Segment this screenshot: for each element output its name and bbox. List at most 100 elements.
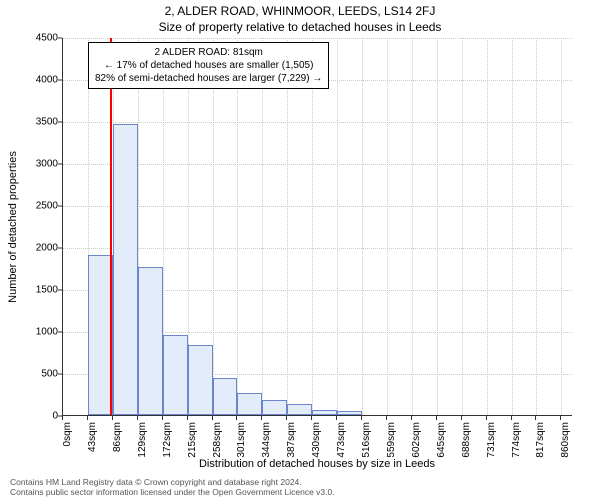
annotation-line1: 2 ALDER ROAD: 81sqm [95, 46, 322, 59]
histogram-bar [188, 345, 213, 415]
y-tick-mark [58, 290, 62, 291]
x-tick-label: 86sqm [112, 422, 123, 462]
plot-area [62, 38, 572, 416]
x-tick-mark [212, 416, 213, 420]
footer-attribution: Contains HM Land Registry data © Crown c… [10, 478, 335, 498]
histogram-bar [312, 410, 337, 415]
annotation-line3: 82% of semi-detached houses are larger (… [95, 72, 322, 85]
gridline-v [213, 38, 214, 415]
y-tick-mark [58, 374, 62, 375]
property-marker-line [110, 38, 112, 415]
x-tick-label: 129sqm [137, 422, 148, 462]
gridline-v [262, 38, 263, 415]
gridline-v [487, 38, 488, 415]
footer-line2: Contains public sector information licen… [10, 488, 335, 498]
gridline-v [512, 38, 513, 415]
x-tick-label: 731sqm [486, 422, 497, 462]
x-tick-label: 559sqm [386, 422, 397, 462]
y-tick-mark [58, 164, 62, 165]
histogram-bar [287, 404, 312, 415]
x-tick-mark [286, 416, 287, 420]
histogram-bar [337, 411, 362, 415]
y-tick-mark [58, 80, 62, 81]
x-tick-label: 301sqm [236, 422, 247, 462]
x-tick-mark [162, 416, 163, 420]
x-tick-mark [386, 416, 387, 420]
x-tick-label: 860sqm [560, 422, 571, 462]
gridline-v [387, 38, 388, 415]
histogram-bar [113, 124, 138, 415]
y-tick-label: 0 [22, 411, 58, 422]
gridline-h [63, 248, 572, 249]
x-tick-label: 602sqm [411, 422, 422, 462]
gridline-h [63, 122, 572, 123]
x-tick-mark [62, 416, 63, 420]
x-tick-label: 516sqm [361, 422, 372, 462]
y-tick-mark [58, 206, 62, 207]
histogram-bar [213, 378, 238, 415]
x-tick-mark [137, 416, 138, 420]
y-tick-label: 3000 [22, 159, 58, 170]
annotation-box: 2 ALDER ROAD: 81sqm ← 17% of detached ho… [88, 42, 329, 89]
y-tick-mark [58, 248, 62, 249]
x-tick-label: 344sqm [261, 422, 272, 462]
y-tick-label: 2500 [22, 201, 58, 212]
gridline-h [63, 38, 572, 39]
x-tick-mark [87, 416, 88, 420]
gridline-v [337, 38, 338, 415]
x-tick-label: 215sqm [187, 422, 198, 462]
x-tick-mark [236, 416, 237, 420]
y-tick-label: 1000 [22, 327, 58, 338]
annotation-line2: ← 17% of detached houses are smaller (1,… [95, 59, 322, 72]
y-tick-label: 3500 [22, 117, 58, 128]
gridline-v [412, 38, 413, 415]
x-tick-label: 688sqm [461, 422, 472, 462]
x-tick-mark [535, 416, 536, 420]
chart-title-line1: 2, ALDER ROAD, WHINMOOR, LEEDS, LS14 2FJ [0, 4, 600, 18]
x-tick-mark [511, 416, 512, 420]
y-tick-label: 4000 [22, 75, 58, 86]
gridline-h [63, 206, 572, 207]
x-tick-label: 43sqm [87, 422, 98, 462]
x-tick-mark [261, 416, 262, 420]
x-tick-label: 473sqm [336, 422, 347, 462]
x-tick-mark [112, 416, 113, 420]
gridline-h [63, 164, 572, 165]
x-tick-label: 172sqm [162, 422, 173, 462]
gridline-v [237, 38, 238, 415]
y-tick-label: 1500 [22, 285, 58, 296]
x-tick-mark [560, 416, 561, 420]
chart-title-line2: Size of property relative to detached ho… [0, 20, 600, 34]
y-tick-mark [58, 38, 62, 39]
y-tick-mark [58, 122, 62, 123]
x-tick-mark [311, 416, 312, 420]
histogram-bar [163, 335, 188, 415]
gridline-v [561, 38, 562, 415]
histogram-bar [262, 400, 287, 415]
x-tick-mark [361, 416, 362, 420]
y-axis-label: Number of detached properties [6, 38, 20, 416]
x-tick-label: 817sqm [535, 422, 546, 462]
gridline-v [362, 38, 363, 415]
x-tick-label: 0sqm [62, 422, 73, 462]
x-tick-mark [436, 416, 437, 420]
x-tick-mark [411, 416, 412, 420]
y-tick-label: 500 [22, 369, 58, 380]
x-tick-label: 387sqm [286, 422, 297, 462]
x-tick-label: 430sqm [311, 422, 322, 462]
gridline-v [312, 38, 313, 415]
x-tick-mark [461, 416, 462, 420]
x-tick-label: 645sqm [436, 422, 447, 462]
x-tick-mark [486, 416, 487, 420]
gridline-v [437, 38, 438, 415]
histogram-bar [138, 267, 163, 415]
x-tick-label: 258sqm [212, 422, 223, 462]
gridline-v [287, 38, 288, 415]
y-tick-label: 2000 [22, 243, 58, 254]
chart-container: 2, ALDER ROAD, WHINMOOR, LEEDS, LS14 2FJ… [0, 0, 600, 500]
histogram-bar [237, 393, 262, 415]
gridline-v [462, 38, 463, 415]
y-tick-label: 4500 [22, 33, 58, 44]
gridline-v [536, 38, 537, 415]
x-tick-label: 774sqm [511, 422, 522, 462]
